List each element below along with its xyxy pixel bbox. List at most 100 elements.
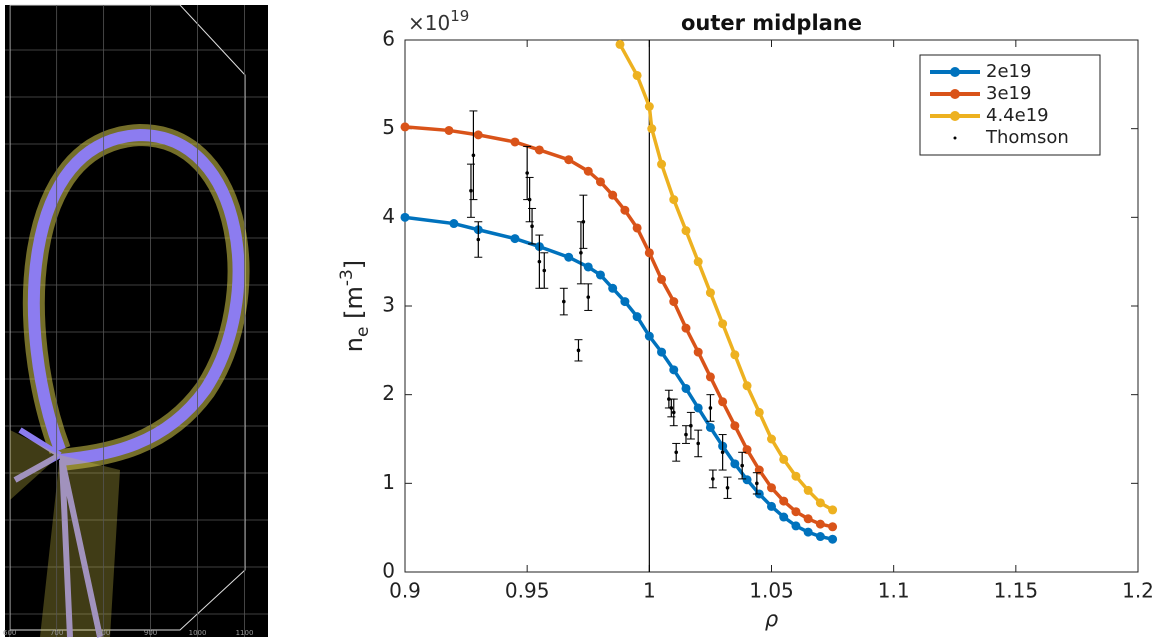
line-marker xyxy=(779,496,789,506)
data-point xyxy=(537,259,542,264)
line-marker xyxy=(803,514,813,524)
data-point xyxy=(696,441,700,446)
line-marker xyxy=(583,166,593,176)
data-point xyxy=(527,197,532,202)
divertor-mesh xyxy=(10,430,120,637)
data-point xyxy=(674,450,679,455)
line-marker xyxy=(705,288,715,298)
y-tick-label: 3 xyxy=(382,293,395,317)
mesh-panel xyxy=(5,4,268,638)
line-marker xyxy=(620,205,630,215)
line-marker xyxy=(803,527,813,537)
line-marker xyxy=(828,534,838,544)
y-scale-exponent: 19 xyxy=(450,7,469,25)
line-marker xyxy=(632,70,642,80)
line-marker xyxy=(400,212,410,222)
data-point xyxy=(530,224,534,228)
line-marker xyxy=(803,485,813,495)
y-axis-label-part: -3 xyxy=(337,269,357,286)
x-axis-label: ρ xyxy=(765,607,779,631)
line-marker xyxy=(657,347,667,357)
x-tick-label: 0.95 xyxy=(505,579,550,603)
line-marker xyxy=(510,234,520,244)
data-point xyxy=(671,410,676,415)
line-marker xyxy=(644,102,654,111)
line-marker xyxy=(595,270,605,280)
y-tick-label: 2 xyxy=(382,381,395,405)
mesh-tick-label: 900 xyxy=(144,629,157,637)
mesh-tick-label: 700 xyxy=(50,629,63,637)
legend-swatch xyxy=(950,67,960,77)
line-marker xyxy=(815,498,825,508)
line-marker xyxy=(669,297,679,307)
line-marker xyxy=(767,501,776,511)
data-point xyxy=(711,477,715,481)
mesh-tick-label: 1100 xyxy=(236,629,254,637)
data-point xyxy=(581,219,586,224)
line-marker xyxy=(705,422,715,432)
x-tick-label: 1.2 xyxy=(1122,579,1154,603)
line-marker xyxy=(473,130,483,140)
line-marker xyxy=(632,223,642,233)
line-marker xyxy=(828,505,838,515)
line-marker xyxy=(444,125,454,135)
line-marker xyxy=(647,124,657,134)
y-scale-base: ×10 xyxy=(408,11,450,35)
line-marker xyxy=(669,195,679,205)
data-point xyxy=(471,153,476,158)
data-point xyxy=(720,450,725,455)
line-marker xyxy=(718,397,728,407)
line-marker xyxy=(779,512,789,522)
y-axis-label-part: [m xyxy=(340,286,368,326)
legend-label: 4.4e19 xyxy=(986,105,1049,126)
line-marker xyxy=(779,454,789,464)
line-marker xyxy=(767,434,776,444)
data-point xyxy=(562,299,566,304)
data-point xyxy=(755,481,759,486)
data-point xyxy=(689,423,693,428)
data-point xyxy=(469,188,473,193)
data-point xyxy=(576,348,581,353)
line-marker xyxy=(815,532,825,542)
y-axis-label: ne [m-3] xyxy=(337,260,373,352)
y-axis-label-part: ] xyxy=(340,260,368,269)
line-marker xyxy=(730,421,740,431)
line-marker xyxy=(615,39,625,49)
x-tick-label: 1.1 xyxy=(878,579,910,603)
legend-swatch xyxy=(950,111,960,121)
line-marker xyxy=(791,471,801,481)
y-tick-label: 0 xyxy=(382,559,395,583)
line-marker xyxy=(693,403,703,413)
line-marker xyxy=(754,407,764,417)
y-tick-label: 6 xyxy=(382,27,395,51)
line-marker xyxy=(815,519,825,529)
line-marker xyxy=(657,159,667,169)
line-marker xyxy=(564,252,574,262)
y-axis-label-part: n xyxy=(340,337,368,352)
line-marker xyxy=(791,521,801,531)
y-scale-label: ×1019 xyxy=(408,7,469,35)
legend-label: 3e19 xyxy=(986,83,1031,104)
chart-title: outer midplane xyxy=(681,11,862,35)
line-marker xyxy=(681,383,691,393)
line-marker xyxy=(669,365,679,375)
x-tick-label: 1 xyxy=(643,579,656,603)
line-marker xyxy=(681,226,691,236)
line-marker xyxy=(620,297,630,307)
y-tick-label: 4 xyxy=(382,204,395,228)
data-point xyxy=(579,251,583,255)
y-tick-label: 5 xyxy=(382,115,395,139)
mesh-legs xyxy=(13,427,103,638)
data-point xyxy=(740,463,744,468)
legend-swatch xyxy=(953,136,957,140)
data-point xyxy=(476,237,481,242)
data-point xyxy=(684,432,688,437)
mesh-tick-label: 800 xyxy=(97,629,110,637)
line-marker xyxy=(693,347,703,357)
line-marker xyxy=(681,323,691,333)
data-point xyxy=(542,268,547,273)
line-marker xyxy=(583,262,593,272)
line-marker xyxy=(608,283,618,293)
